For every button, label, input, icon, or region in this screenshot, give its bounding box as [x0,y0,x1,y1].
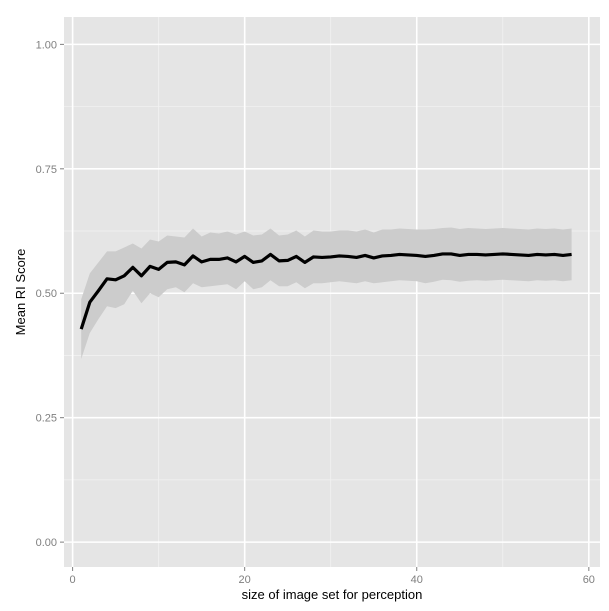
x-tick-label: 60 [583,574,595,586]
x-tick-label: 40 [411,574,423,586]
major-gridlines [64,17,600,567]
y-tick-label: 0.00 [36,537,57,549]
series-line [79,252,572,330]
x-tick-label: 0 [70,574,76,586]
x-axis-title: size of image set for perception [242,587,423,602]
y-tick-label: 0.50 [36,288,57,300]
y-tick-label: 0.75 [36,164,57,176]
y-tick-label: 1.00 [36,39,57,51]
y-tick-label: 0.25 [36,413,57,425]
y-axis-ticks: 0.00 0.25 0.50 0.75 1.00 [36,39,64,549]
y-axis-title: Mean RI Score [13,249,28,336]
x-tick-label: 20 [239,574,251,586]
x-axis-ticks: 0 20 40 60 [70,567,595,586]
